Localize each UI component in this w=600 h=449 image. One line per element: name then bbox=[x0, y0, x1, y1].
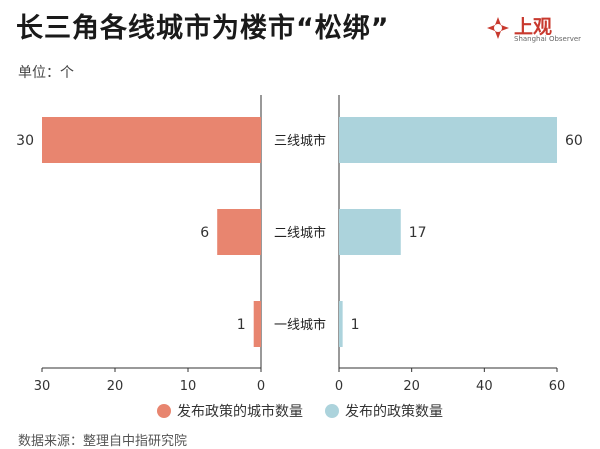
right-x-tick-label: 0 bbox=[335, 379, 343, 394]
legend-swatch-right bbox=[325, 404, 339, 418]
right-bar bbox=[339, 301, 343, 347]
category-label: 一线城市 bbox=[274, 317, 326, 333]
data-source: 数据来源：整理自中指研究院 bbox=[18, 434, 188, 449]
legend-label-left: 发布政策的城市数量 bbox=[177, 404, 303, 420]
butterfly-bar-chart: 30 20 10 0 0 20 40 60 30 60 三线城市 6 17 二线城市 1 1 一线城市 bbox=[16, 95, 583, 394]
legend-swatch-left bbox=[157, 404, 171, 418]
left-bar bbox=[253, 301, 261, 347]
category-label: 三线城市 bbox=[274, 133, 326, 149]
left-x-tick-label: 20 bbox=[107, 379, 124, 394]
right-bar-value-label: 1 bbox=[351, 317, 360, 333]
category-label: 二线城市 bbox=[274, 225, 326, 241]
right-x-tick-label: 20 bbox=[403, 379, 420, 394]
right-bar-value-label: 17 bbox=[409, 225, 427, 241]
left-x-tick-label: 30 bbox=[34, 379, 51, 394]
left-x-tick-label: 10 bbox=[180, 379, 197, 394]
chart-title: 长三角各线城市为楼市“松绑” bbox=[16, 13, 390, 44]
unit-label: 单位：个 bbox=[18, 65, 74, 81]
right-bar bbox=[339, 117, 557, 163]
legend-item-right: 发布的政策数量 bbox=[325, 401, 443, 421]
logo-subtitle: Shanghai Observer bbox=[514, 35, 582, 43]
legend-label-right: 发布的政策数量 bbox=[345, 404, 443, 420]
left-bar bbox=[42, 117, 261, 163]
brand-logo: 上观 Shanghai Observer bbox=[486, 10, 596, 50]
left-bar bbox=[217, 209, 261, 255]
left-x-tick-label: 0 bbox=[257, 379, 265, 394]
left-bar-value-label: 6 bbox=[200, 225, 209, 241]
logo-mark-icon bbox=[487, 17, 509, 39]
left-bar-value-label: 1 bbox=[237, 317, 246, 333]
legend: 发布政策的城市数量 发布的政策数量 bbox=[0, 401, 600, 421]
legend-item-left: 发布政策的城市数量 bbox=[157, 401, 303, 421]
right-x-tick-label: 40 bbox=[476, 379, 493, 394]
right-bar bbox=[339, 209, 401, 255]
logo-text: 上观 bbox=[514, 16, 553, 38]
right-bar-value-label: 60 bbox=[565, 133, 583, 149]
right-x-tick-label: 60 bbox=[549, 379, 566, 394]
left-bar-value-label: 30 bbox=[16, 133, 34, 149]
